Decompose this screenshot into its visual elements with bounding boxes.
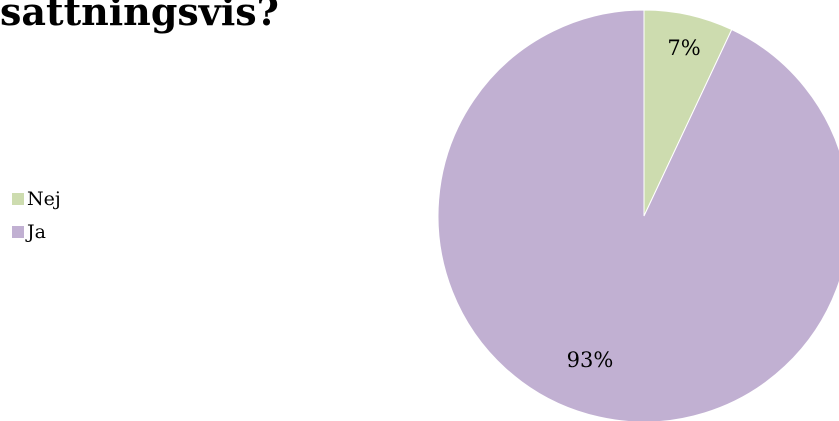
legend: Nej Ja: [12, 188, 61, 254]
legend-label-nej: Nej: [27, 188, 61, 210]
pie-slice-ja: [437, 9, 839, 421]
legend-swatch-nej: [12, 193, 24, 205]
chart-title: sättningsvis?: [0, 0, 279, 34]
legend-item-ja: Ja: [12, 221, 61, 243]
legend-item-nej: Nej: [12, 188, 61, 210]
legend-label-ja: Ja: [27, 221, 46, 243]
slice-label-nej: 7%: [667, 36, 700, 60]
legend-swatch-ja: [12, 226, 24, 238]
slice-label-ja: 93%: [567, 348, 614, 372]
